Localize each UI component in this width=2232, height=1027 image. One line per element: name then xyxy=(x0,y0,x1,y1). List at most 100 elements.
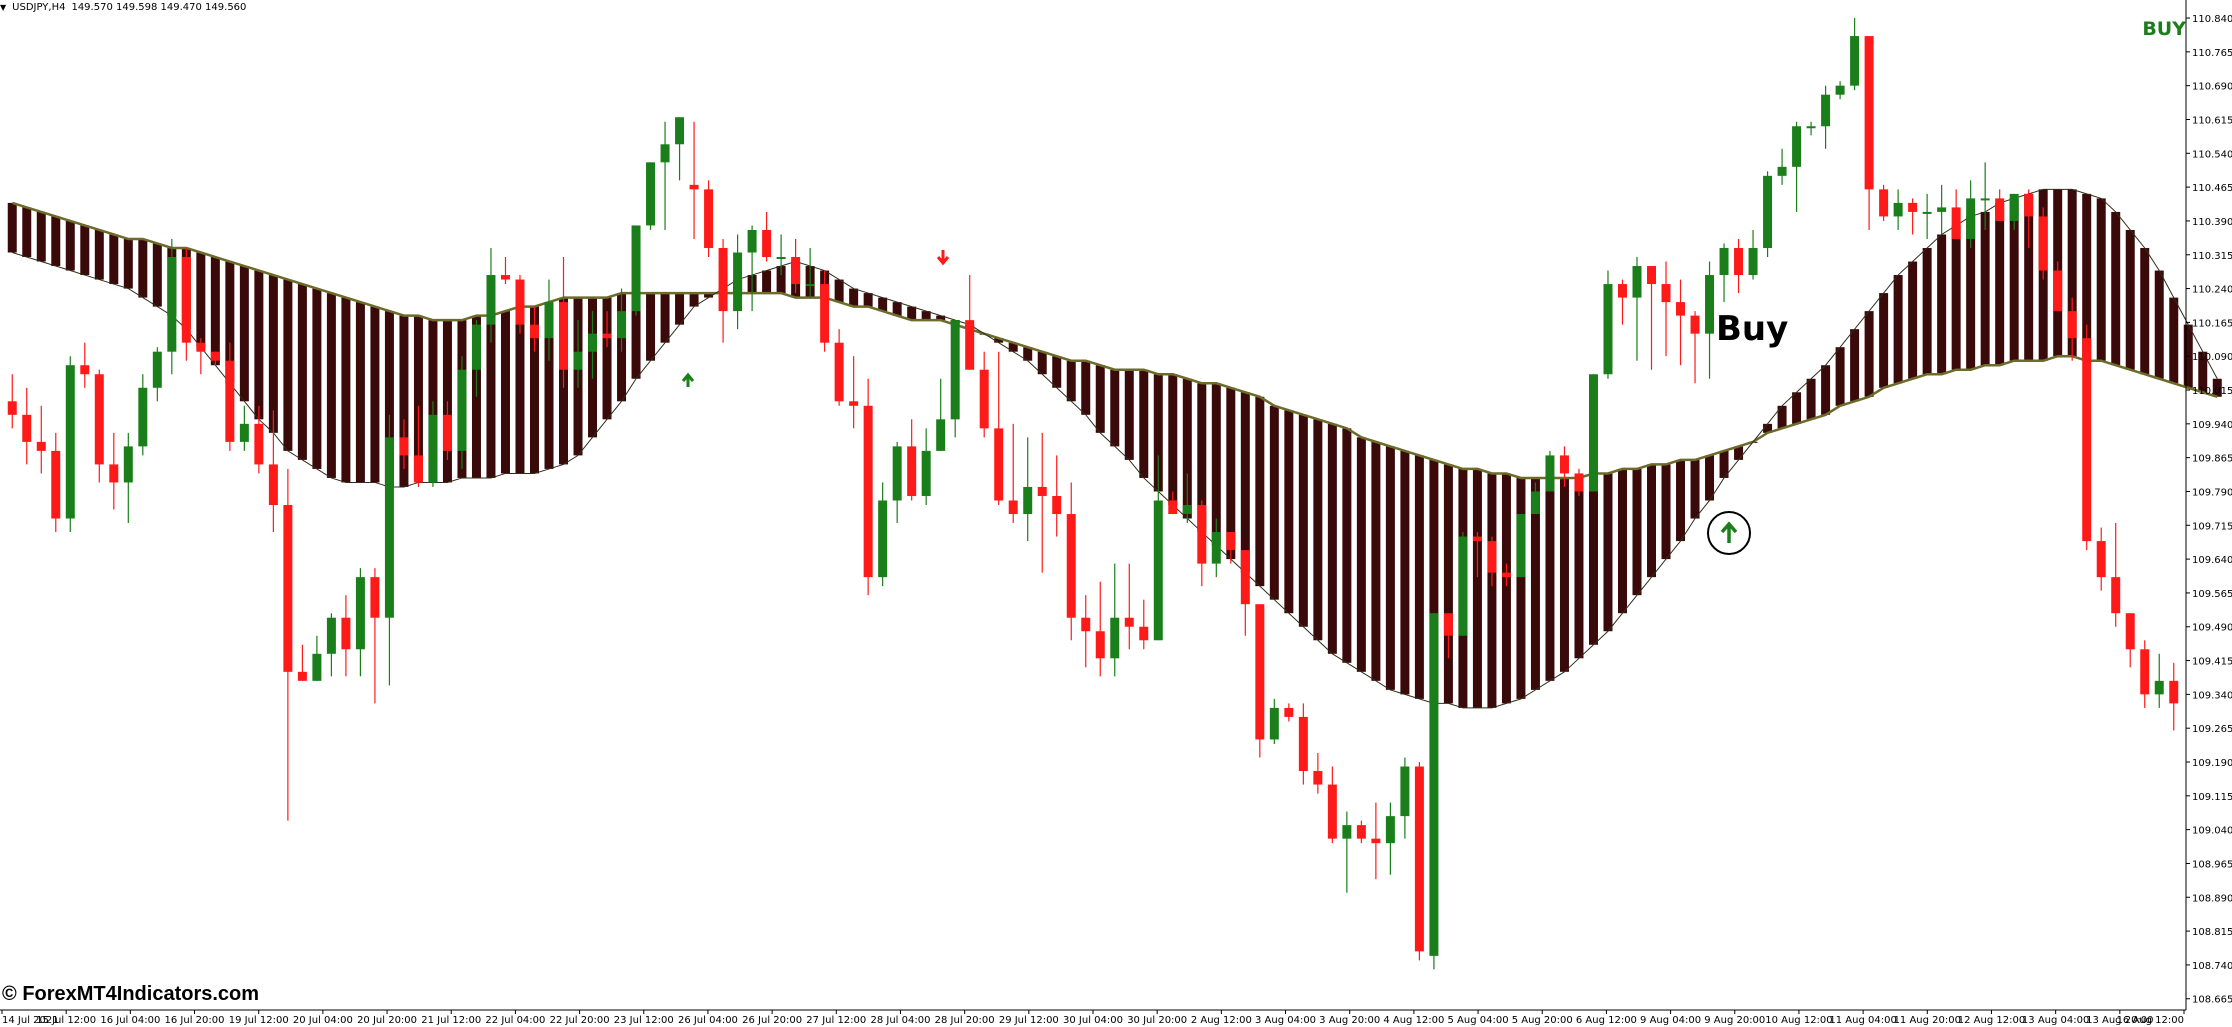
candle-body xyxy=(1472,536,1482,542)
dropdown-triangle-icon[interactable]: ▼ xyxy=(0,2,7,12)
candle-body xyxy=(1748,247,1758,276)
y-tick-label: 108.665 xyxy=(2192,995,2232,1006)
candle xyxy=(863,378,873,596)
candle xyxy=(1864,36,1874,230)
candle xyxy=(428,401,438,487)
axes xyxy=(0,0,2187,1011)
candle xyxy=(1588,374,1598,492)
band-bar xyxy=(1240,392,1250,573)
candle-body xyxy=(1400,766,1410,817)
candle xyxy=(1966,180,1976,248)
candle-body xyxy=(1806,126,1816,129)
candle xyxy=(515,275,525,334)
candle-body xyxy=(805,284,815,287)
y-tick-label: 109.865 xyxy=(2192,454,2232,465)
candle-body xyxy=(544,302,554,339)
y-tick-label: 110.690 xyxy=(2192,82,2232,93)
candle xyxy=(1647,266,1657,370)
band-bar xyxy=(1516,477,1526,699)
candle xyxy=(1574,468,1584,496)
candle-body xyxy=(283,505,293,672)
y-tick-label: 110.465 xyxy=(2192,183,2232,194)
candle xyxy=(2053,261,2063,312)
y-tick-label: 109.490 xyxy=(2192,623,2232,634)
candle xyxy=(646,162,656,230)
candle-body xyxy=(167,257,177,352)
candle-body xyxy=(834,342,844,402)
candle-body xyxy=(1429,613,1439,956)
candle-body xyxy=(51,450,61,519)
candle-body xyxy=(689,184,699,190)
candle xyxy=(2067,297,2077,361)
candle xyxy=(1980,162,1990,230)
candle xyxy=(559,257,569,388)
candle xyxy=(834,329,844,406)
x-tick-label: 22 Jul 20:00 xyxy=(550,1015,610,1026)
candle xyxy=(2154,653,2164,708)
candle-body xyxy=(471,324,481,370)
candle-body xyxy=(1327,784,1337,839)
band-bar xyxy=(1153,374,1163,492)
band-bar xyxy=(1342,428,1352,663)
candle xyxy=(1269,698,1279,744)
candle-body xyxy=(1139,626,1149,641)
candle-body xyxy=(1951,207,1961,239)
candle-body xyxy=(979,369,989,429)
candle xyxy=(384,414,394,686)
x-tick-label: 10 Aug 12:00 xyxy=(1765,1015,1832,1026)
band-bar xyxy=(1719,450,1729,478)
band-bar xyxy=(1835,347,1845,406)
band-bar xyxy=(268,275,278,433)
y-tick-label: 109.190 xyxy=(2192,758,2232,769)
candle xyxy=(1124,563,1134,650)
candle xyxy=(167,238,177,375)
candle-body xyxy=(1763,175,1773,248)
candle xyxy=(22,387,32,465)
band-bar xyxy=(2154,270,2164,379)
candle-body xyxy=(384,437,394,618)
band-bar xyxy=(1414,455,1424,699)
candle xyxy=(1719,243,1729,303)
candle xyxy=(950,320,960,438)
candle-body xyxy=(297,671,307,681)
candle-body xyxy=(2053,270,2063,312)
band-bar xyxy=(1356,437,1366,672)
x-tick-label: 28 Jul 20:00 xyxy=(935,1015,995,1026)
x-tick-label: 12 Aug 12:00 xyxy=(1958,1015,2025,1026)
band-bar xyxy=(1574,477,1584,659)
band-bar xyxy=(1661,464,1671,560)
band-bar xyxy=(2169,297,2179,384)
x-tick-label: 11 Aug 20:00 xyxy=(1894,1015,1961,1026)
band-bar xyxy=(1023,347,1033,361)
y-tick-label: 108.815 xyxy=(2192,927,2232,938)
candle xyxy=(617,288,627,352)
candle xyxy=(1182,473,1192,524)
candle-body xyxy=(1966,198,1976,239)
candle-body xyxy=(326,617,336,654)
candle-body xyxy=(1226,532,1236,551)
candle xyxy=(210,351,220,366)
band-bar xyxy=(1792,392,1802,424)
x-tick-label: 9 Aug 20:00 xyxy=(1704,1015,1765,1026)
band-bar xyxy=(1400,450,1410,695)
band-bar xyxy=(239,266,249,402)
candle-body xyxy=(312,653,322,681)
candle xyxy=(1153,455,1163,641)
candle xyxy=(1429,613,1439,970)
band-bar xyxy=(1226,387,1236,560)
candle xyxy=(138,374,148,456)
candle xyxy=(878,482,888,587)
band-bar xyxy=(1879,293,1889,388)
band-bar xyxy=(1821,365,1831,415)
candle-body xyxy=(863,405,873,578)
band-bar xyxy=(863,293,873,307)
band-bar xyxy=(689,293,699,307)
candle-body xyxy=(515,279,525,325)
candle-body xyxy=(2038,216,2048,271)
candle xyxy=(442,401,452,460)
candle-body xyxy=(225,360,235,442)
candle xyxy=(152,347,162,402)
candle xyxy=(1023,437,1033,542)
